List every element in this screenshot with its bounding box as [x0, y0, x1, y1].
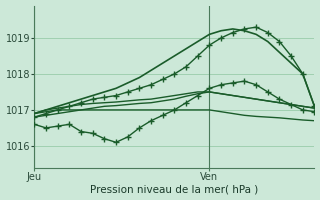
X-axis label: Pression niveau de la mer( hPa ): Pression niveau de la mer( hPa )	[90, 184, 259, 194]
